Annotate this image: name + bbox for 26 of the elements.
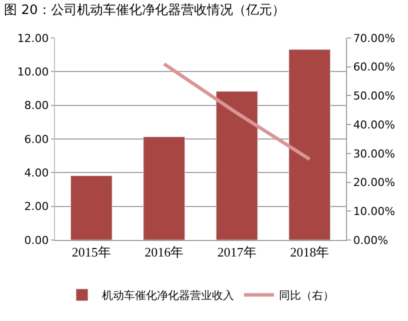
y-tick-label: 12.00 [17,32,49,45]
bar [288,49,331,240]
x-tick-label: 2015年 [72,244,111,260]
bar [143,136,186,240]
y-tick-label: 4.00 [24,166,49,180]
y2-tick-label: 0.00% [353,234,388,247]
y-tick-label: 0.00 [24,234,49,247]
bar [70,175,112,240]
legend-label: 机动车催化净化器营业收入 [102,289,234,302]
x-tick-label: 2018年 [290,244,330,260]
y-tick-label: 10.00 [17,66,49,79]
y-tick-label: 2.00 [24,200,49,214]
y2-tick-label: 50.00% [353,90,396,103]
y-tick-label: 6.00 [24,132,49,146]
legend-label: 同比（右） [279,289,334,302]
y2-tick-label: 30.00% [353,147,396,160]
y-tick-label: 8.00 [24,99,49,112]
y2-tick-label: 20.00% [353,176,396,190]
y2-tick-label: 70.00% [353,32,396,45]
y2-tick-label: 60.00% [353,60,396,74]
bar [216,91,258,240]
x-tick-label: 2017年 [217,244,256,260]
y2-tick-label: 40.00% [353,118,396,132]
x-tick-label: 2016年 [144,244,184,260]
y2-tick-label: 10.00% [353,204,396,218]
chart-title: 图 20：公司机动车催化净化器营收情况（亿元） [4,2,285,18]
